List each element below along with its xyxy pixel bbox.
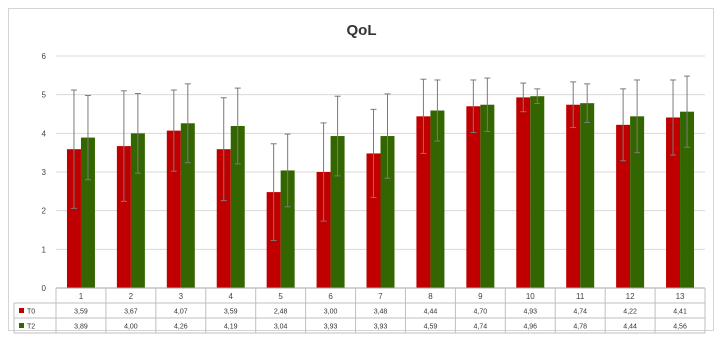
data-label: 3,04 bbox=[274, 324, 288, 331]
data-label: 3,93 bbox=[324, 324, 338, 331]
bar-T0-3 bbox=[166, 130, 181, 288]
data-label: 4,74 bbox=[573, 309, 587, 316]
data-label: 3,59 bbox=[224, 309, 238, 316]
bar-T0-8 bbox=[416, 116, 431, 288]
x-tick-label: 9 bbox=[478, 292, 483, 301]
bar-T0-7 bbox=[366, 153, 381, 288]
data-label: 4,22 bbox=[623, 309, 637, 316]
data-label: 4,70 bbox=[474, 309, 488, 316]
bar-T2-5 bbox=[280, 170, 295, 288]
bar-T0-6 bbox=[316, 172, 331, 288]
data-label: 4,26 bbox=[174, 324, 188, 331]
x-tick-label: 3 bbox=[179, 292, 184, 301]
data-label: 3,67 bbox=[124, 309, 138, 316]
data-label: 3,00 bbox=[324, 309, 338, 316]
data-label: 4,07 bbox=[174, 309, 188, 316]
y-tick-label: 0 bbox=[42, 284, 47, 293]
data-label: 4,93 bbox=[523, 309, 537, 316]
x-tick-label: 7 bbox=[378, 292, 383, 301]
x-tick-label: 1 bbox=[79, 292, 84, 301]
x-tick-label: 13 bbox=[676, 292, 685, 301]
y-tick-label: 5 bbox=[42, 91, 47, 100]
bar-T2-7 bbox=[380, 136, 395, 288]
data-label: 4,41 bbox=[673, 309, 687, 316]
bar-T2-10 bbox=[530, 96, 545, 288]
bar-T2-4 bbox=[230, 125, 245, 288]
data-label: 3,93 bbox=[374, 324, 388, 331]
x-tick-label: 8 bbox=[428, 292, 433, 301]
data-label: 4,96 bbox=[523, 324, 537, 331]
x-tick-label: 4 bbox=[229, 292, 234, 301]
y-tick-label: 2 bbox=[42, 207, 47, 216]
data-label: 4,78 bbox=[573, 324, 587, 331]
data-label: 2,48 bbox=[274, 309, 288, 316]
x-tick-label: 11 bbox=[576, 292, 585, 301]
bar-T0-9 bbox=[466, 106, 481, 289]
bar-T0-12 bbox=[616, 124, 631, 289]
legend-label-T2: T2 bbox=[27, 324, 35, 331]
bar-T0-13 bbox=[666, 117, 681, 288]
bar-T2-2 bbox=[130, 133, 145, 288]
bar-T2-6 bbox=[330, 136, 345, 288]
x-tick-label: 12 bbox=[626, 292, 635, 301]
x-tick-label: 6 bbox=[328, 292, 333, 301]
bar-T0-10 bbox=[516, 97, 531, 288]
y-tick-label: 4 bbox=[42, 129, 47, 138]
x-tick-label: 10 bbox=[526, 292, 535, 301]
legend-swatch-T0 bbox=[19, 308, 24, 313]
data-label: 3,48 bbox=[374, 309, 388, 316]
data-label: 4,44 bbox=[424, 309, 438, 316]
data-label: 4,44 bbox=[623, 324, 637, 331]
data-label: 4,19 bbox=[224, 324, 238, 331]
bar-T0-1 bbox=[66, 149, 81, 288]
bar-T2-9 bbox=[480, 104, 495, 288]
bar-T2-1 bbox=[80, 137, 95, 288]
data-label: 4,74 bbox=[474, 324, 488, 331]
data-label: 3,59 bbox=[74, 309, 88, 316]
x-tick-label: 2 bbox=[129, 292, 134, 301]
bar-T2-3 bbox=[180, 123, 195, 288]
legend-label-T0: T0 bbox=[27, 309, 35, 316]
data-label: 4,59 bbox=[424, 324, 438, 331]
y-tick-label: 3 bbox=[42, 168, 47, 177]
bar-T2-13 bbox=[680, 111, 695, 289]
x-tick-label: 5 bbox=[278, 292, 283, 301]
bar-T0-2 bbox=[116, 146, 131, 288]
bar-T0-11 bbox=[566, 104, 581, 288]
y-tick-label: 6 bbox=[42, 52, 47, 61]
chart-title: QoL bbox=[346, 22, 377, 39]
data-label: 4,00 bbox=[124, 324, 138, 331]
data-label: 4,56 bbox=[673, 324, 687, 331]
legend-swatch-T2 bbox=[19, 323, 24, 328]
data-label: 3,89 bbox=[74, 324, 88, 331]
bar-T2-8 bbox=[430, 110, 445, 289]
y-tick-label: 1 bbox=[42, 245, 47, 254]
bar-T2-12 bbox=[630, 116, 645, 288]
bar-T0-4 bbox=[216, 149, 231, 288]
bar-T2-11 bbox=[580, 103, 595, 288]
